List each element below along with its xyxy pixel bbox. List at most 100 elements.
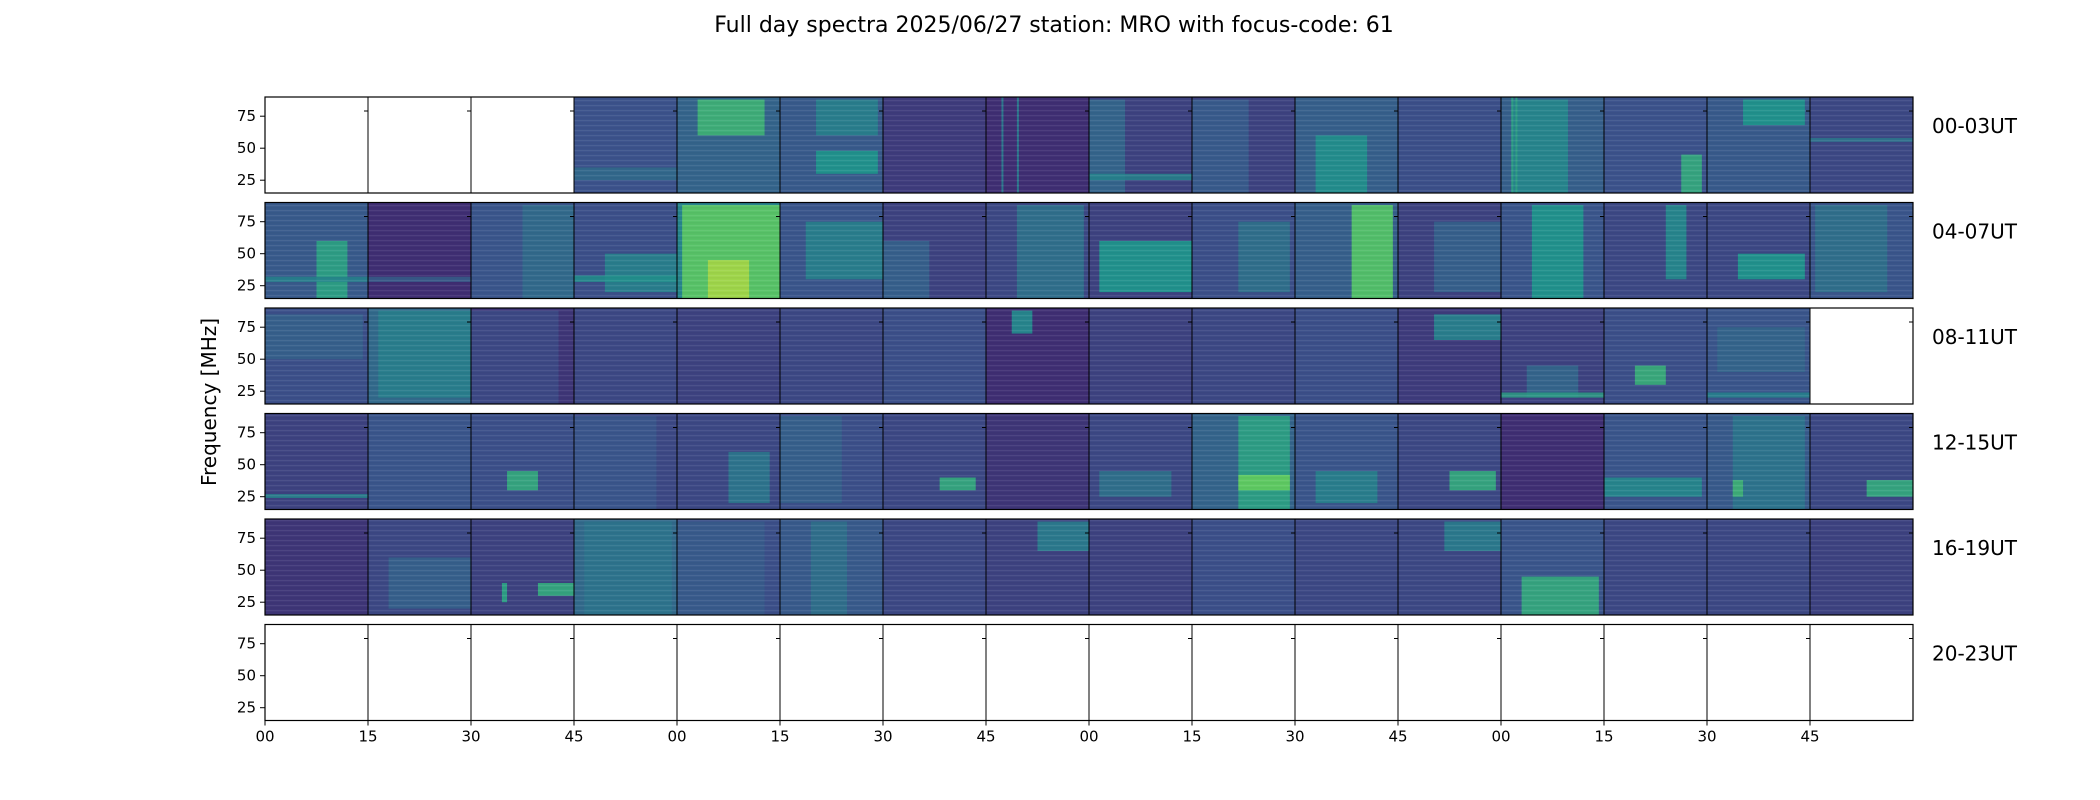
spectrum-texture — [1810, 519, 1913, 615]
spectrum-panel — [676, 202, 780, 299]
spectrum-texture — [1295, 413, 1398, 510]
spectrum-panel — [1706, 202, 1810, 299]
spectrum-texture — [1398, 97, 1501, 193]
row-label: 20-23UT — [1932, 642, 2018, 666]
spectrum-panel — [1706, 624, 1810, 721]
spectrum-panel — [1088, 308, 1192, 404]
spectrum-texture — [1501, 519, 1604, 615]
y-tick-label: 75 — [237, 213, 256, 231]
spectrum-panel — [573, 202, 677, 299]
spectrum-texture — [780, 202, 883, 299]
spectrum-panel — [1088, 97, 1192, 193]
spectrum-panel — [1294, 624, 1398, 721]
spectrum-texture — [1089, 519, 1192, 615]
spectrum-panel — [367, 413, 471, 510]
y-tick-label: 75 — [237, 529, 256, 547]
row-frame — [264, 518, 1914, 616]
spectrum-panel — [1088, 202, 1192, 299]
row-label: 04-07UT — [1932, 220, 2018, 244]
spectrum-panel — [1294, 97, 1398, 193]
spectrum-texture — [1501, 413, 1604, 510]
x-tick-label: 30 — [1697, 728, 1716, 746]
y-tick-label: 25 — [237, 488, 256, 506]
spectrum-texture — [1810, 413, 1913, 510]
spectrum-texture — [780, 519, 883, 615]
spectrum-panel — [676, 624, 780, 721]
x-tick-label: 30 — [873, 728, 892, 746]
spectrum-panel — [1500, 519, 1604, 615]
spectrum-panel — [882, 202, 986, 299]
y-tick-label: 25 — [237, 699, 256, 717]
spectrum-texture — [986, 202, 1089, 299]
spectrum-texture — [677, 519, 780, 615]
row-label: 12-15UT — [1932, 431, 2018, 455]
spectra-row: 25 50 75 00-03UT — [237, 96, 2018, 194]
spectrum-texture — [574, 519, 677, 615]
spectrum-panel — [1603, 202, 1707, 299]
spectrum-panel — [779, 202, 883, 299]
y-tick-label: 75 — [237, 318, 256, 336]
spectrum-texture — [677, 413, 780, 510]
row-label: 08-11UT — [1932, 325, 2018, 349]
spectrum-texture — [1707, 97, 1810, 193]
spectrum-texture — [780, 308, 883, 404]
spectrum-texture — [1089, 202, 1192, 299]
spectrum-texture — [471, 413, 574, 510]
spectrum-texture — [1192, 308, 1295, 404]
row-label: 16-19UT — [1932, 536, 2018, 560]
spectrum-texture — [1089, 413, 1192, 510]
spectrum-texture — [1604, 202, 1707, 299]
spectra-row: 25 50 75 12-15UT — [237, 412, 2018, 511]
spectrum-texture — [1707, 202, 1810, 299]
x-tick-label: 00 — [255, 728, 274, 746]
spectrum-panel — [985, 97, 1089, 193]
spectrum-texture — [1398, 308, 1501, 404]
spectrum-texture — [1707, 308, 1810, 404]
spectrum-panel — [1809, 97, 1913, 193]
spectrum-texture — [1295, 519, 1398, 615]
spectrum-texture — [883, 97, 986, 193]
spectrum-texture — [1501, 97, 1604, 193]
y-tick-label: 25 — [237, 277, 256, 295]
spectrum-panel — [882, 519, 986, 615]
spectrum-panel — [470, 624, 574, 721]
spectrum-texture — [1810, 97, 1913, 193]
spectrum-panel — [1603, 308, 1707, 404]
x-tick-label: 00 — [1079, 728, 1098, 746]
x-tick-label: 00 — [1491, 728, 1510, 746]
spectrum-panel — [1603, 624, 1707, 721]
spectrum-panel — [1397, 97, 1501, 193]
spectrum-panel — [1088, 519, 1192, 615]
spectrum-texture — [1192, 413, 1295, 510]
spectrum-texture — [574, 97, 677, 193]
spectrum-texture — [368, 308, 471, 404]
spectrum-panel — [676, 97, 780, 193]
x-tick-label: 15 — [358, 728, 377, 746]
spectrum-panel — [367, 308, 471, 404]
spectrum-texture — [1295, 97, 1398, 193]
spectrum-texture — [1501, 308, 1604, 404]
spectra-row: 25 50 75 08-11UT — [237, 307, 2018, 405]
spectrum-panel — [882, 413, 986, 510]
spectrum-panel — [470, 413, 574, 510]
y-tick-label: 50 — [237, 561, 256, 579]
spectrum-panel — [1500, 413, 1604, 510]
spectrum-texture — [1089, 97, 1192, 193]
spectrum-panel — [265, 202, 368, 299]
y-tick-label: 25 — [237, 593, 256, 611]
spectrum-panel — [1397, 202, 1501, 299]
spectrum-panel — [573, 413, 677, 510]
spectrum-texture — [986, 413, 1089, 510]
spectrum-texture — [883, 202, 986, 299]
spectrum-texture — [574, 413, 677, 510]
y-tick-label: 75 — [237, 424, 256, 442]
spectrum-panel — [985, 624, 1089, 721]
spectrum-panel — [1294, 202, 1398, 299]
x-tick-label: 30 — [1285, 728, 1304, 746]
spectrum-panel — [985, 519, 1089, 615]
spectrum-panel — [779, 413, 883, 510]
y-tick-label: 25 — [237, 171, 256, 189]
spectrum-texture — [883, 519, 986, 615]
x-tick-label: 15 — [1594, 728, 1613, 746]
spectrum-panel — [779, 624, 883, 721]
